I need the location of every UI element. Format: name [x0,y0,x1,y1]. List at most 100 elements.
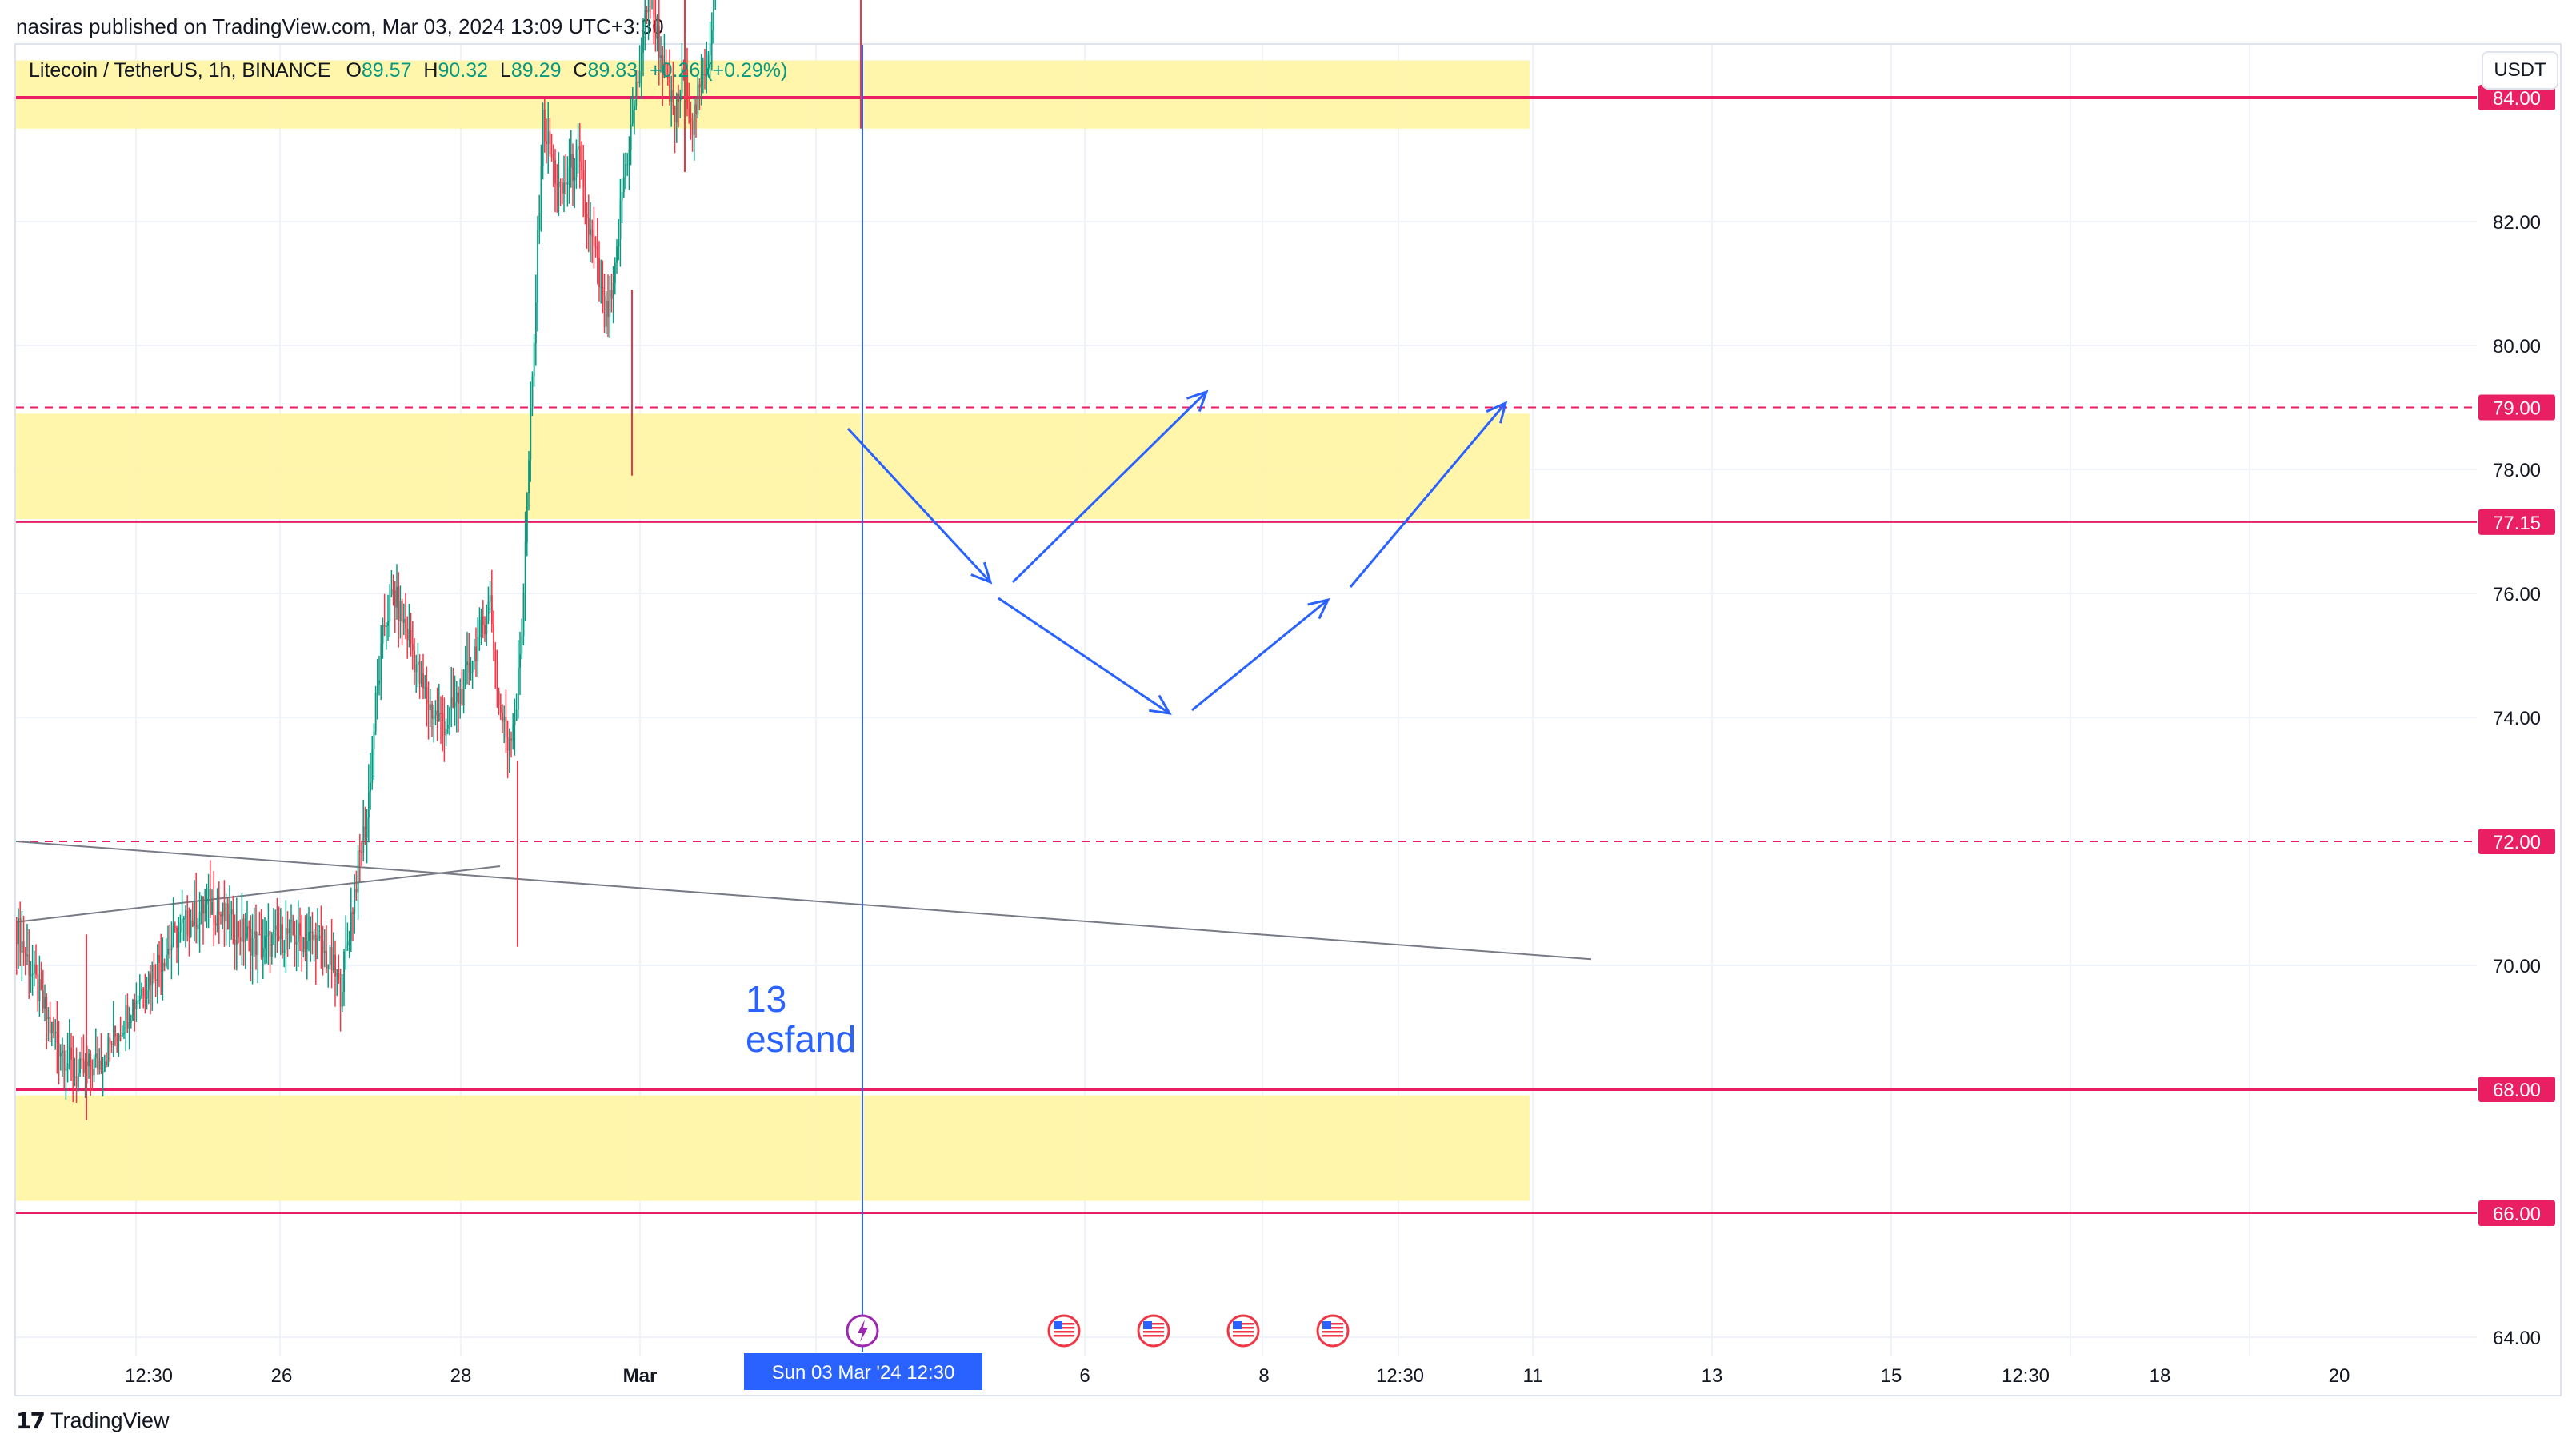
level-price-tag-text: 68.00 [2493,1080,2541,1101]
price-axis-tick: 74.00 [2493,708,2541,729]
candle-body [169,948,171,951]
flag-stripe [1233,1323,1254,1325]
candle-body [562,182,563,194]
candle-body [46,997,48,1020]
candle-body [338,973,340,975]
flag-canton [1233,1321,1242,1329]
candle-body [118,1035,120,1041]
candle-body [192,920,194,926]
candle-body [424,687,426,689]
candle-body [584,187,586,214]
candle-body [350,912,352,941]
candle-body [537,230,538,302]
candle-body [559,182,562,183]
candle-body [142,988,145,997]
candle-body [682,68,685,74]
candle-body [412,643,414,651]
candle-body [241,918,243,942]
flag-canton [1322,1321,1331,1329]
currency-button[interactable]: USDT [2482,51,2558,90]
candle-body [289,921,290,934]
candle-body [166,954,167,967]
candle-body [396,586,398,608]
candle-body [398,586,400,621]
candle-body [299,923,301,936]
candle-body [258,933,261,936]
candle-body [246,926,248,938]
candle-body [361,852,362,853]
candle-body [163,962,166,967]
candle-body [392,589,394,591]
candle-body [134,999,136,1009]
candle-body [306,940,308,949]
candle-body [97,1053,98,1069]
candle-body [44,997,46,1009]
candle-body [415,665,418,673]
candle-body [579,146,581,162]
candle-body [711,30,713,45]
candle-body [603,295,606,327]
candle-body [336,973,338,977]
candle-body [688,108,690,118]
candle-body [329,947,331,965]
tradingview-logo[interactable]: 𝟭𝟳 TradingView [16,1408,170,1434]
candle-body [225,903,227,922]
flag-stripe [1322,1335,1343,1337]
time-axis-tick: 15 [1881,1365,1902,1387]
candle-body [222,902,224,917]
candle-body [207,888,210,898]
candle-body [546,141,547,144]
candle-body [79,1058,81,1073]
candle-body [262,948,264,957]
candle-body [654,15,657,39]
candle-body [75,1076,78,1088]
candle-body [132,999,134,1021]
candle-body [422,673,424,689]
candle-body [522,593,525,637]
candle-body [373,731,375,749]
candle-body [531,376,534,409]
level-price-tag-text: 79.00 [2493,398,2541,420]
candle-body [264,936,266,949]
flag-canton [1143,1321,1152,1329]
candle-body [126,1005,129,1029]
candle-body [78,1073,79,1088]
candle-body [302,937,305,953]
candle-body [345,945,347,953]
candle-body [315,934,317,960]
candle-body [568,167,570,182]
candle-body [690,118,692,120]
candle-body [30,975,32,977]
price-axis-tick: 82.00 [2493,212,2541,234]
open-value: 89.57 [361,59,412,82]
candle-body [26,954,28,957]
candle-body [638,71,641,83]
low-value: 89.29 [510,59,562,82]
candle-body [60,1053,62,1057]
candle-body [452,697,454,708]
candle-body [544,110,546,142]
candle-body [250,929,252,956]
candle-body [678,94,679,102]
candle-body [436,710,438,721]
flag-stripe [1233,1335,1254,1337]
candle-body [405,618,406,629]
candle-body [503,717,506,722]
candle-body [465,665,466,670]
high-label: H [423,59,438,82]
candle-body [267,931,270,936]
candle-body [486,620,488,635]
candle-body [62,1050,63,1053]
candle-body [157,955,158,981]
candle-body [176,927,178,948]
candle-body [311,931,314,941]
flag-stripe [1143,1335,1164,1337]
candle-body [390,589,393,596]
candle-body [47,1017,50,1020]
candle-body [82,1059,85,1073]
candle-body [245,937,246,942]
candle-body [550,154,553,158]
candle-body [104,1061,106,1072]
candle-body [371,749,374,783]
